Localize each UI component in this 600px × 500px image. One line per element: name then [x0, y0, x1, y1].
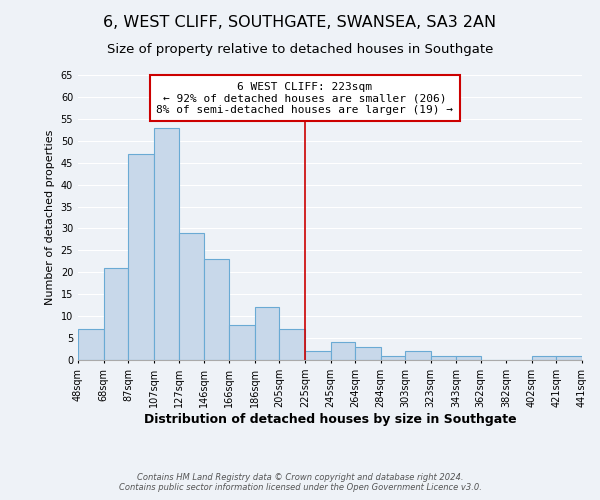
Bar [104, 268, 128, 360]
Y-axis label: Number of detached properties: Number of detached properties [45, 130, 55, 305]
Text: Contains HM Land Registry data © Crown copyright and database right 2024.
Contai: Contains HM Land Registry data © Crown c… [119, 473, 481, 492]
Bar [179, 233, 203, 360]
Bar [556, 356, 582, 360]
Bar [355, 347, 380, 360]
Bar [203, 259, 229, 360]
Bar [154, 128, 179, 360]
Bar [405, 351, 431, 360]
Bar [128, 154, 154, 360]
Bar [305, 351, 331, 360]
X-axis label: Distribution of detached houses by size in Southgate: Distribution of detached houses by size … [143, 412, 517, 426]
Bar [78, 330, 104, 360]
Bar [380, 356, 405, 360]
Bar [331, 342, 355, 360]
Text: Size of property relative to detached houses in Southgate: Size of property relative to detached ho… [107, 42, 493, 56]
Bar [457, 356, 481, 360]
Text: 6 WEST CLIFF: 223sqm
← 92% of detached houses are smaller (206)
8% of semi-detac: 6 WEST CLIFF: 223sqm ← 92% of detached h… [157, 82, 454, 115]
Bar [255, 308, 280, 360]
Bar [229, 325, 255, 360]
Bar [280, 330, 305, 360]
Bar [532, 356, 556, 360]
Bar [431, 356, 457, 360]
Text: 6, WEST CLIFF, SOUTHGATE, SWANSEA, SA3 2AN: 6, WEST CLIFF, SOUTHGATE, SWANSEA, SA3 2… [103, 15, 497, 30]
